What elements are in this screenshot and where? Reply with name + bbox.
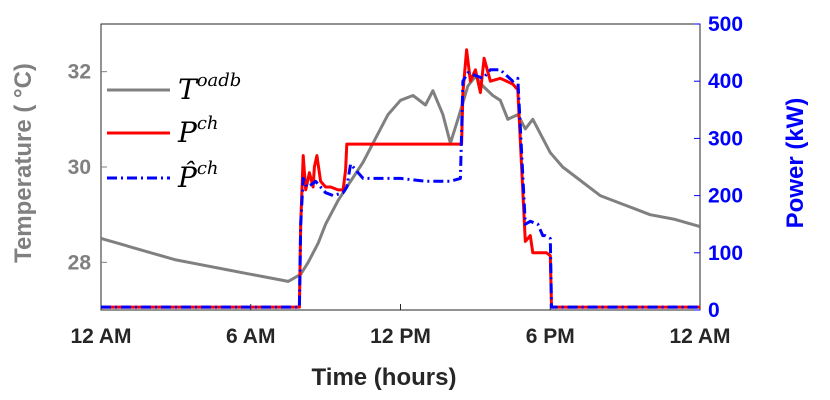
- x-axis: 12 AM 6 AM 12 PM 6 PM 12 AM: [70, 304, 731, 348]
- left-axis: 28 30 32: [68, 61, 107, 274]
- right-axis: 0 100 200 300 400 500: [694, 13, 743, 322]
- legend-t-sup: oadb: [197, 70, 242, 91]
- x-tick-label: 12 AM: [70, 325, 131, 348]
- legend-phat-name: P̂: [177, 161, 198, 194]
- legend-label-p-ch: Pch: [177, 113, 219, 149]
- legend-label-phat-ch: P̂ch: [177, 158, 219, 194]
- legend-p-sup: ch: [197, 113, 219, 134]
- right-tick-label: 400: [708, 70, 743, 93]
- left-tick-label: 32: [68, 61, 91, 84]
- right-tick-label: 100: [708, 242, 743, 265]
- x-tick-label: 12 PM: [370, 325, 431, 348]
- series-line-t-oadb: [101, 74, 700, 283]
- series-line-phat-ch: [101, 68, 700, 309]
- legend-label-t-oadb: Toadb: [178, 70, 241, 106]
- legend-t-name: T: [178, 73, 199, 106]
- right-tick-label: 500: [708, 13, 743, 36]
- x-tick-label: 6 PM: [526, 325, 575, 348]
- left-tick-label: 28: [68, 251, 92, 274]
- right-tick-label: 0: [708, 299, 720, 322]
- legend-p-name: P: [177, 116, 198, 149]
- right-axis-label: Power (kW): [782, 98, 809, 229]
- legend: Toadb Pch P̂ch: [107, 70, 241, 194]
- x-tick-label: 6 AM: [226, 325, 275, 348]
- x-tick-label: 12 AM: [669, 325, 730, 348]
- left-axis-label: Temperature ( °C): [10, 63, 37, 263]
- right-tick-label: 300: [708, 127, 743, 150]
- legend-phat-sup: ch: [197, 158, 219, 179]
- x-axis-label: Time (hours): [312, 364, 457, 391]
- right-tick-label: 200: [708, 185, 743, 208]
- series-layer: [101, 48, 700, 309]
- left-tick-label: 30: [68, 156, 91, 179]
